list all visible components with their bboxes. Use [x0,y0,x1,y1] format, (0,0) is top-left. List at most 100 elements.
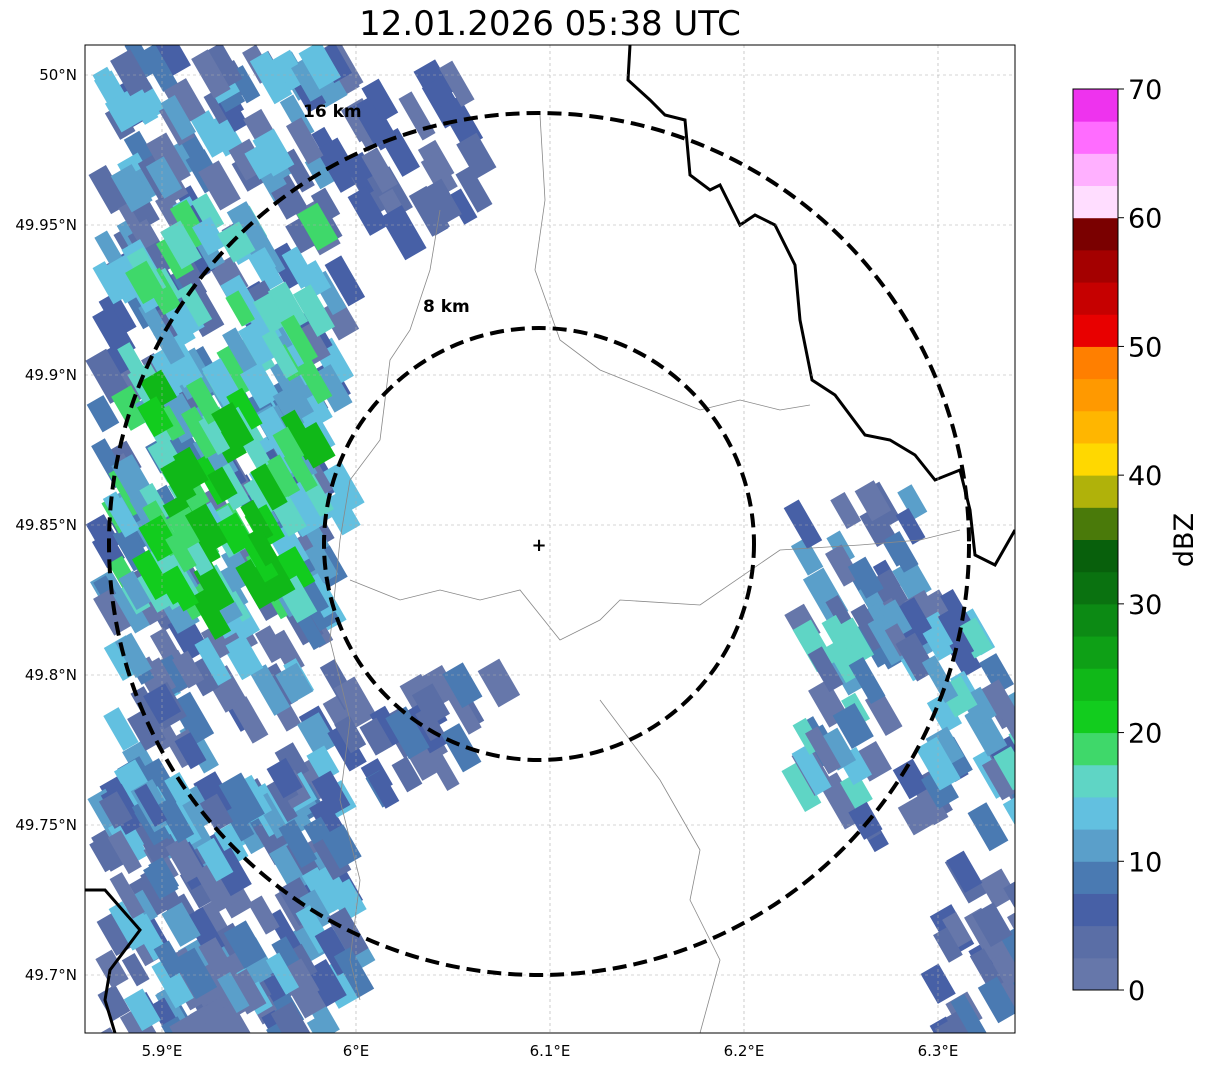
echo-cell [805,726,842,775]
echo-cell [1001,710,1015,745]
echo-cell [301,867,341,917]
echo-cell [807,646,844,693]
echo-cell [981,757,1015,801]
echo-cell [315,137,363,193]
echo-cell [110,164,153,213]
echo-cell [266,757,303,799]
echo-cell [271,181,307,220]
echo-cell [119,1005,157,1033]
echo-cell [411,683,450,726]
echo-cell [137,396,174,438]
map-frame [84,44,1016,1034]
echo-cell [926,692,963,734]
echo-cell [942,911,972,948]
echo-cell [250,463,288,511]
echo-cell [1003,878,1015,920]
echo-cell [979,653,1015,694]
echo-cell [853,740,892,782]
echo-cell [953,617,993,661]
lon-tick-label: 5.9°E [142,1042,183,1060]
echo-cell [226,387,263,433]
echo-cell [265,952,300,995]
echo-cell [235,558,275,610]
echo-cell [1019,947,1056,995]
echo-cell [207,466,238,502]
colorbar-segment [1073,925,1118,959]
colorbar-tick-label: 60 [1128,204,1162,235]
echo-cell [312,834,352,881]
borders [85,45,1015,1033]
echo-cell [979,868,1015,909]
echo-cell [310,187,341,222]
echo-cell [114,632,152,679]
lat-tick-label: 49.9°N [25,366,77,384]
echo-cell [359,717,393,756]
echo-cell [103,707,139,751]
colorbar-tick-label: 40 [1128,461,1162,492]
echo-cell [892,758,930,800]
echo-cell [820,779,859,830]
echo-cell [214,1002,255,1033]
echo-cell [263,779,298,824]
echo-cell [261,329,299,379]
echo-cell [819,727,857,771]
admin-border [534,114,811,411]
echo-cell [830,491,862,529]
echo-cell [1019,651,1058,694]
echo-cell [369,705,405,749]
echo-cell [1016,600,1050,641]
echo-cell [190,588,232,640]
colorbar-tick-label: 10 [1128,847,1162,878]
lat-tick-label: 49.7°N [25,966,77,984]
echo-cell [995,926,1015,976]
echo-cell [85,514,121,554]
echo-cell [427,750,460,791]
ring-label-8km: 8 km [423,297,470,317]
echo-cell [161,902,201,947]
lon-tick-label: 6.2°E [724,1042,765,1060]
echo-cell [218,772,265,827]
colorbar-tick-label: 30 [1128,590,1162,621]
echo-cell [153,45,191,77]
echo-cell [197,1001,236,1033]
echo-cell [123,988,161,1031]
colorbar-segment [1073,314,1118,347]
echo-cell [993,746,1015,791]
echo-cell [385,706,430,760]
echo-cell [790,537,824,576]
echo-cell [859,505,897,547]
lat-tick-label: 49.95°N [15,216,77,234]
echo-cell [85,348,132,404]
echo-cell [143,683,182,725]
echo-cell [184,503,228,555]
echo-cell [86,395,120,433]
echo-cell [1016,724,1049,764]
echo-cell [134,783,168,827]
echo-cell [285,214,322,254]
echo-cell [211,401,255,453]
echo-cell [420,152,458,197]
echo-cell [839,772,873,810]
echo-cell [110,49,153,100]
echo-cell [977,976,1015,1024]
colorbar-segment [1073,764,1118,798]
echo-cell [925,726,965,769]
echo-cell [247,527,279,567]
colorbar-segment [1073,700,1118,734]
colorbar-segment [1073,507,1118,540]
echo-cell [199,793,234,832]
echo-cell [1017,796,1055,841]
colorbar-segment [1073,732,1118,766]
colorbar-tick-label: 20 [1128,719,1162,750]
echo-cell [333,947,375,999]
echo-cell [333,676,377,728]
echo-cell [200,625,230,661]
echo-cell [334,715,367,754]
echo-cell [821,614,854,654]
echo-cell [148,856,180,894]
echo-cell [96,913,132,956]
echo-cell [391,756,423,793]
echo-cell [172,446,209,490]
echo-cell [949,638,978,672]
